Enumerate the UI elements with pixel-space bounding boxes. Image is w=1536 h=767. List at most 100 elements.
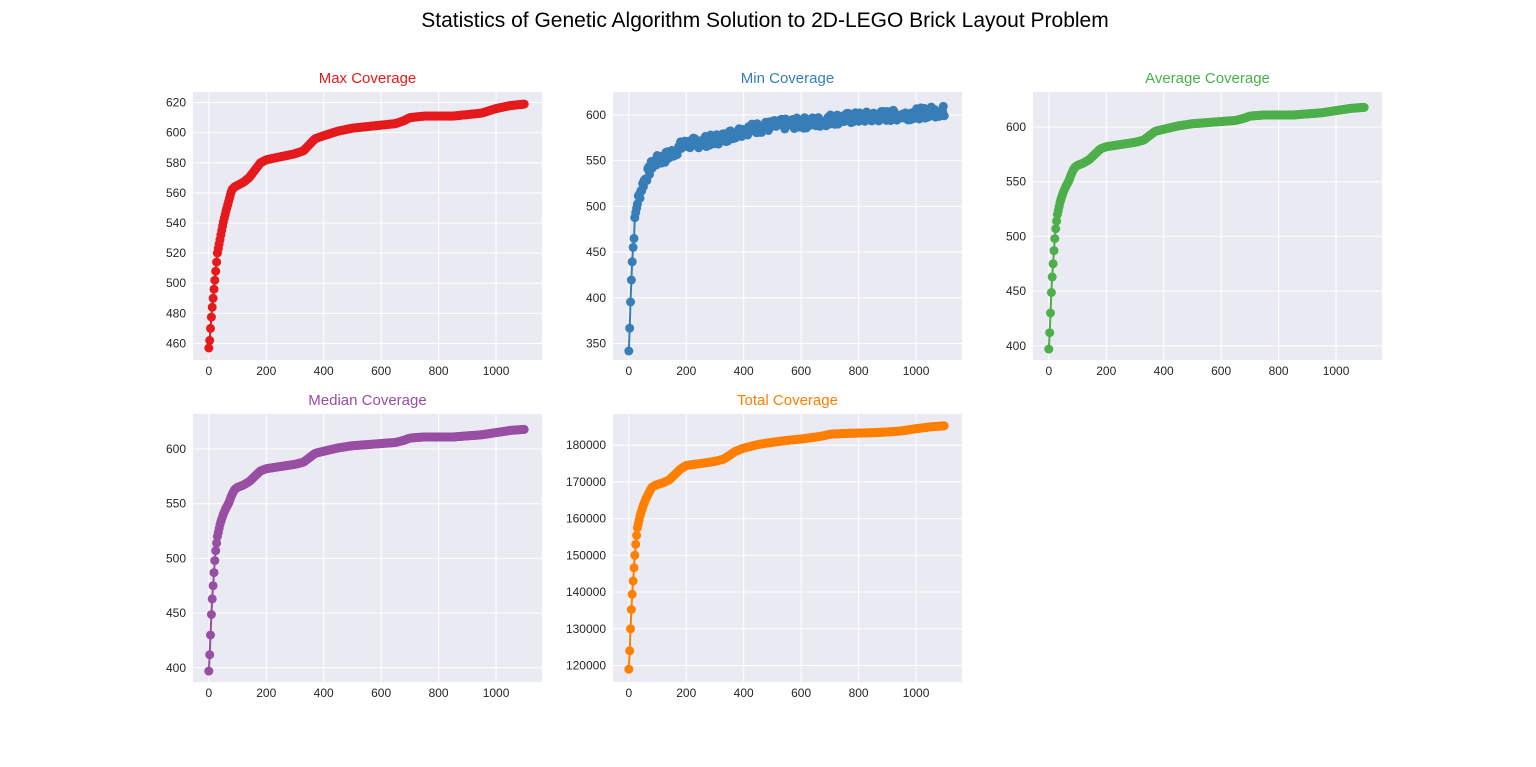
data-point	[624, 346, 634, 356]
data-point	[627, 589, 637, 599]
y-tick-label: 580	[166, 156, 186, 170]
y-tick-label: 500	[1006, 229, 1026, 243]
x-tick-label: 600	[791, 686, 811, 700]
x-tick-label: 200	[1096, 364, 1116, 378]
y-tick-label: 170000	[566, 475, 606, 489]
data-point	[632, 531, 642, 540]
data-point	[207, 594, 217, 604]
y-tick-label: 140000	[566, 585, 606, 599]
data-point	[628, 242, 638, 252]
y-tick-label: 500	[586, 199, 606, 213]
subplot-median-coverage: 0 200 400 600 800 1000 400 450 500 550 600 Median C…	[166, 392, 542, 700]
data-point	[630, 550, 640, 560]
x-tick-label: 1000	[483, 364, 510, 378]
data-point	[635, 193, 645, 203]
data-point	[1046, 308, 1055, 318]
y-tick-label: 460	[166, 336, 186, 350]
data-point	[209, 568, 219, 578]
y-tick-label: 620	[166, 96, 186, 110]
data-point	[1046, 288, 1056, 297]
data-point	[629, 563, 639, 573]
data-point	[205, 650, 215, 660]
y-tick-label: 600	[586, 108, 606, 122]
subplot-average-coverage: 0 200 400 600 800 1000 400 450 500 550 600 Average …	[1006, 70, 1382, 378]
data-point	[1052, 216, 1062, 226]
data-point	[625, 323, 635, 333]
data-point	[1051, 224, 1061, 234]
y-tick-label: 500	[166, 276, 186, 290]
x-tick-label: 800	[849, 686, 869, 700]
plot-area	[193, 92, 542, 360]
data-point	[210, 275, 220, 285]
figure-title: Statistics of Genetic Algorithm Solution…	[421, 9, 1109, 32]
y-tick-label: 120000	[566, 658, 606, 672]
x-tick-label: 400	[314, 364, 334, 378]
x-tick-label: 0	[625, 686, 632, 700]
x-tick-label: 0	[205, 686, 212, 700]
x-tick-label: 0	[1045, 364, 1052, 378]
data-point	[626, 275, 636, 285]
y-tick-label: 550	[166, 497, 186, 511]
x-tick-label: 800	[849, 364, 869, 378]
x-tick-label: 800	[429, 364, 449, 378]
x-tick-label: 600	[371, 686, 391, 700]
data-point	[629, 233, 639, 243]
y-tick-label: 180000	[566, 438, 606, 452]
y-tick-label: 450	[586, 245, 606, 259]
x-tick-label: 400	[1154, 364, 1174, 378]
data-point	[1359, 102, 1369, 112]
x-tick-label: 0	[625, 364, 632, 378]
subplot-title-total-coverage: Total Coverage	[737, 392, 838, 409]
plot-area	[1033, 92, 1382, 360]
x-tick-label: 200	[676, 686, 696, 700]
data-point	[206, 323, 215, 333]
x-tick-label: 200	[256, 364, 276, 378]
data-point	[211, 546, 221, 556]
data-point	[205, 335, 215, 345]
x-tick-label: 400	[314, 686, 334, 700]
y-tick-label: 450	[166, 606, 186, 620]
data-point	[206, 312, 216, 322]
plot-area	[613, 414, 962, 682]
x-tick-label: 200	[676, 364, 696, 378]
plot-area	[613, 92, 962, 360]
data-point	[204, 343, 214, 353]
data-point	[210, 556, 220, 566]
y-tick-label: 550	[1006, 175, 1026, 189]
data-point	[624, 664, 634, 674]
y-tick-label: 540	[166, 216, 186, 230]
y-tick-label: 130000	[566, 622, 606, 636]
y-tick-label: 400	[1006, 339, 1026, 353]
y-tick-label: 600	[1006, 120, 1026, 134]
data-point	[1044, 344, 1054, 354]
y-tick-label: 400	[166, 661, 186, 675]
x-tick-label: 800	[429, 686, 449, 700]
x-tick-label: 1000	[903, 686, 930, 700]
y-tick-label: 450	[1006, 284, 1026, 298]
subplot-title-median-coverage: Median Coverage	[308, 392, 426, 409]
y-tick-label: 600	[166, 126, 186, 140]
data-point	[626, 624, 635, 634]
y-tick-label: 520	[166, 246, 186, 260]
data-point	[939, 111, 949, 121]
data-point	[207, 302, 217, 312]
data-point	[204, 666, 214, 676]
data-point	[208, 581, 218, 591]
data-point	[208, 293, 218, 303]
subplot-title-average-coverage: Average Coverage	[1145, 70, 1270, 87]
data-point	[625, 646, 635, 656]
y-tick-label: 600	[166, 442, 186, 456]
x-tick-label: 1000	[483, 686, 510, 700]
data-point	[209, 284, 219, 294]
data-point	[1049, 246, 1059, 256]
data-point	[1047, 272, 1057, 282]
subplot-min-coverage: 0 200 400 600 800 1000 350 400 450 500 550 600 Min C…	[586, 70, 962, 378]
data-point	[628, 576, 638, 586]
x-tick-label: 400	[734, 686, 754, 700]
data-point	[212, 538, 222, 548]
plot-area	[193, 414, 542, 682]
subplot-total-coverage: 0 200 400 600 800 1000 120000 130000 140000 15000…	[566, 392, 962, 700]
data-point	[631, 539, 641, 549]
data-point	[939, 421, 949, 431]
